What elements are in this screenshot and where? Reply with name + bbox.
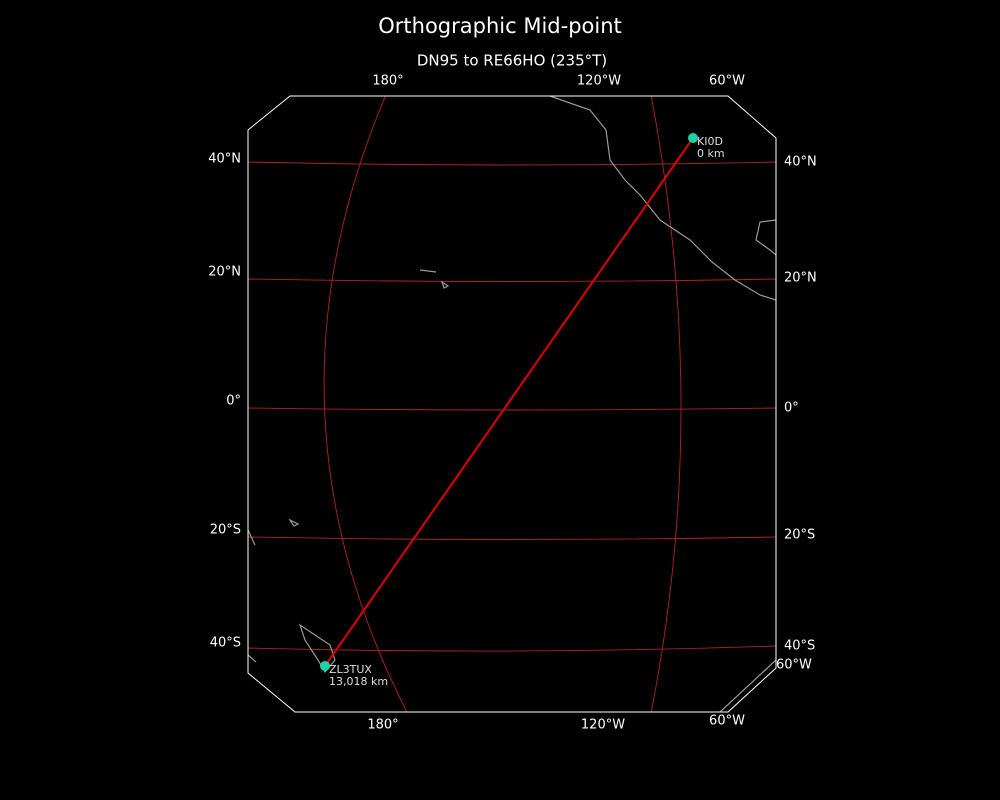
lat-label: 0° [226, 394, 241, 409]
lat-label: 20°S [210, 523, 241, 538]
station-distance: 0 km [697, 147, 725, 160]
parallel [248, 536, 776, 540]
graticule-labels: 180° 120°W 60°W 180° 120°W 60°W 40°N 20°N 0° 20°S… [208, 74, 817, 733]
title: Orthographic Mid-point [378, 14, 622, 38]
station-marker [320, 661, 330, 671]
lat-label: 20°N [208, 265, 241, 280]
parallel [248, 278, 776, 282]
lat-label: 20°S [784, 528, 815, 543]
lat-label: 40°N [208, 152, 241, 167]
islands [288, 269, 450, 527]
subtitle: DN95 to RE66HO (235°T) [417, 52, 607, 70]
coastline [755, 219, 776, 256]
lon-label: 180° [372, 74, 403, 89]
lon-label: 180° [367, 718, 398, 733]
lon-label: 120°W [577, 74, 621, 89]
lat-label: 0° [784, 401, 799, 416]
lat-label: 20°N [784, 271, 817, 286]
great-circle-path [324, 137, 694, 667]
parallel [248, 407, 776, 411]
station-marker [688, 133, 698, 143]
station-distance: 13,018 km [329, 675, 388, 688]
map-area [248, 96, 776, 712]
lon-label: 60°W [709, 74, 745, 89]
parallel [248, 645, 776, 652]
lat-label: 40°S [210, 636, 241, 651]
lon-label: 120°W [581, 718, 625, 733]
lon-label: 60°W [709, 714, 745, 729]
lat-label: 40°N [784, 155, 817, 170]
coastline [248, 529, 776, 712]
meridian [323, 96, 411, 712]
meridian [649, 96, 682, 712]
map-frame [247, 95, 777, 713]
station-call: ZL3TUX [329, 663, 372, 676]
lat-label: 60°W [776, 658, 812, 673]
coastline [549, 96, 776, 301]
station-call: KI0D [697, 135, 723, 148]
lat-label: 40°S [784, 639, 815, 654]
parallel [248, 161, 776, 166]
